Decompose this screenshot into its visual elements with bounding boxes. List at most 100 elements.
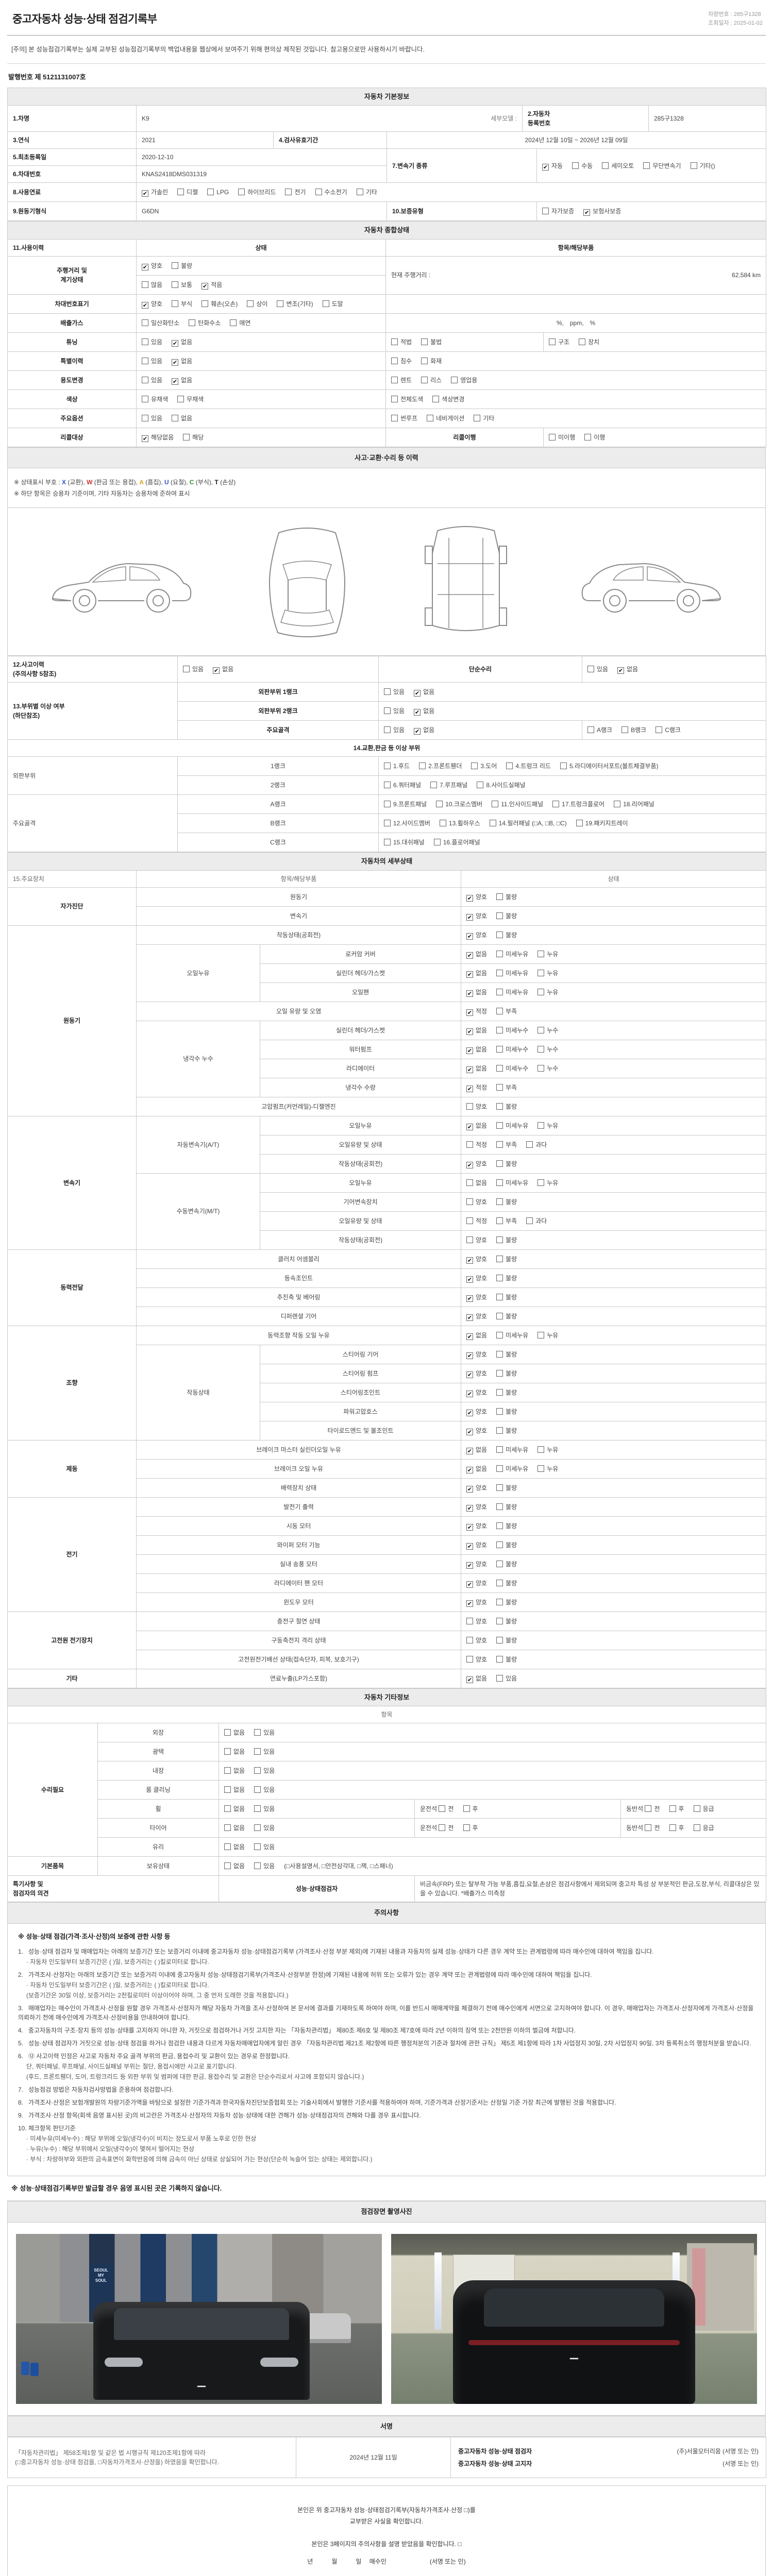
checkbox-option[interactable]: 불량 [496, 1578, 517, 1589]
checkbox-option[interactable]: 12.사이드멤버 [384, 818, 430, 829]
checkbox-option[interactable]: 불량 [496, 1597, 517, 1608]
checkbox-option[interactable]: 14.필러패널 (□A, □B, □C) [489, 818, 567, 829]
checkbox-option[interactable]: ✔ 해당없음 [142, 433, 174, 442]
checkbox-option[interactable]: 영업용 [451, 375, 477, 386]
checkbox-option[interactable]: ✔ 없음 [466, 1674, 488, 1683]
checkbox-option[interactable]: 렌트 [391, 375, 412, 386]
checkbox-option[interactable]: 불량 [496, 1539, 517, 1551]
checkbox-option[interactable]: 전 [645, 1803, 660, 1815]
checkbox-option[interactable]: ✔ 양호 [466, 1579, 488, 1588]
checkbox-option[interactable]: 일산화탄소 [142, 317, 179, 329]
checkbox-option[interactable]: ✔ 양호 [466, 1598, 488, 1607]
checkbox-option[interactable]: 불량 [496, 1311, 517, 1322]
checkbox-option[interactable]: 미세누유 [496, 1177, 528, 1189]
front-photo[interactable]: SEOUL MY SOUL [16, 2233, 382, 2404]
checkbox-option[interactable]: 19.패키지트레이 [576, 818, 628, 829]
checkbox-option[interactable]: ✔ 양호 [466, 1255, 488, 1264]
checkbox-option[interactable]: 불량 [496, 1387, 517, 1398]
checkbox-option[interactable]: 미세누수 [496, 1063, 528, 1074]
checkbox-option[interactable]: 유채색 [142, 394, 168, 405]
checkbox-option[interactable]: ✔ 없음 [414, 726, 435, 735]
checkbox-option[interactable]: 1.후드 [384, 760, 410, 772]
checkbox-option[interactable]: 침수 [391, 355, 412, 367]
checkbox-option[interactable]: ✔ 양호 [466, 1522, 488, 1531]
checkbox-option[interactable]: 누유 [537, 968, 558, 979]
checkbox-option[interactable]: ✔ 없음 [172, 338, 193, 347]
checkbox-option[interactable]: ✔ 양호 [466, 1388, 488, 1397]
checkbox-option[interactable]: ✔ 양호 [466, 893, 488, 902]
checkbox-option[interactable]: ✔ 양호 [466, 1312, 488, 1321]
checkbox-option[interactable]: ✔ 없음 [414, 707, 435, 716]
checkbox-option[interactable]: 도말 [322, 298, 343, 310]
checkbox-option[interactable]: ✔ 없음 [466, 1331, 488, 1340]
checkbox-option[interactable]: 이행 [584, 432, 605, 443]
checkbox-option[interactable]: 수동 [572, 160, 593, 172]
checkbox-option[interactable]: 양호 [466, 1654, 487, 1665]
checkbox-option[interactable]: 불량 [496, 1406, 517, 1417]
checkbox-option[interactable]: ✔ 없음 [466, 1446, 488, 1454]
checkbox-option[interactable]: ✔ 양호 [466, 1484, 488, 1493]
checkbox-option[interactable]: 불법 [421, 336, 442, 348]
checkbox-option[interactable]: 전 [645, 1822, 660, 1834]
checkbox-option[interactable]: 부족 [496, 1139, 517, 1150]
checkbox-option[interactable]: 자가보증 [542, 206, 574, 217]
checkbox-option[interactable]: ✔ 양호 [142, 300, 163, 309]
rear-photo[interactable] [391, 2233, 757, 2404]
checkbox-option[interactable]: ✔ 없음 [466, 988, 488, 997]
checkbox-option[interactable]: 보통 [172, 279, 192, 291]
checkbox-option[interactable]: 없음 [224, 1841, 245, 1853]
checkbox-option[interactable]: 누유 [537, 1463, 558, 1475]
checkbox-option[interactable]: 디젤 [177, 187, 198, 198]
checkbox-option[interactable]: ✔ 적음 [201, 281, 223, 290]
checkbox-option[interactable]: ✔ 없음 [466, 1026, 488, 1035]
checkbox-option[interactable]: 없음 [466, 1177, 487, 1189]
checkbox-option[interactable]: 부족 [496, 1006, 517, 1017]
checkbox-option[interactable]: 누유 [537, 1330, 558, 1341]
checkbox-option[interactable]: 불량 [496, 1558, 517, 1570]
checkbox-option[interactable]: ✔ 적정 [466, 1083, 488, 1092]
checkbox-option[interactable]: 구조 [549, 336, 569, 348]
checkbox-option[interactable]: 13.휠하우스 [439, 818, 480, 829]
checkbox-option[interactable]: 후 [463, 1803, 478, 1815]
checkbox-option[interactable]: 18.리어패널 [614, 799, 654, 810]
checkbox-option[interactable]: 불량 [496, 1482, 517, 1494]
checkbox-option[interactable]: ✔ 없음 [466, 1122, 488, 1130]
checkbox-option[interactable]: 불량 [496, 1196, 517, 1208]
checkbox-option[interactable]: 불량 [496, 891, 517, 903]
checkbox-option[interactable]: 전 [439, 1803, 454, 1815]
checkbox-option[interactable]: ✔ 없음 [466, 1064, 488, 1073]
checkbox-option[interactable]: 무채색 [177, 394, 204, 405]
checkbox-option[interactable]: ✔ 없음 [213, 666, 234, 674]
checkbox-option[interactable]: 2.프론트휀더 [419, 760, 462, 772]
checkbox-option[interactable]: 불량 [496, 1425, 517, 1436]
checkbox-option[interactable]: 하이브리드 [238, 187, 276, 198]
checkbox-option[interactable]: 부족 [496, 1082, 517, 1093]
checkbox-option[interactable]: 없음 [224, 1727, 245, 1738]
checkbox-option[interactable]: 있음 [384, 686, 405, 698]
checkbox-option[interactable]: LPG [207, 187, 229, 198]
checkbox-option[interactable]: 누수 [537, 1063, 558, 1074]
checkbox-option[interactable]: 불량 [496, 1234, 517, 1246]
checkbox-option[interactable]: 미세누유 [496, 1444, 528, 1455]
checkbox-option[interactable]: 있음 [254, 1841, 275, 1853]
checkbox-option[interactable]: 없음 [224, 1803, 245, 1815]
checkbox-option[interactable]: 과다 [526, 1215, 547, 1227]
checkbox-option[interactable]: ✔ 양호 [142, 262, 163, 270]
checkbox-option[interactable]: 미세누유 [496, 968, 528, 979]
checkbox-option[interactable]: 적정 [466, 1215, 487, 1227]
checkbox-option[interactable]: 세미오토 [602, 160, 634, 172]
checkbox-option[interactable]: 없음 [224, 1860, 245, 1872]
checkbox-option[interactable]: 불량 [172, 260, 192, 272]
checkbox-option[interactable]: 11.인사이드패널 [492, 799, 543, 810]
checkbox-option[interactable]: ✔ 양호 [466, 1293, 488, 1302]
checkbox-option[interactable]: 화재 [421, 355, 442, 367]
checkbox-option[interactable]: 변조(기타) [277, 298, 313, 310]
checkbox-option[interactable]: 있음 [142, 355, 162, 367]
checkbox-option[interactable]: 후 [669, 1803, 684, 1815]
checkbox-option[interactable]: 미이행 [549, 432, 575, 443]
checkbox-option[interactable]: 네비게이션 [427, 413, 464, 424]
checkbox-option[interactable]: 미세누유 [496, 1120, 528, 1131]
checkbox-option[interactable]: 불량 [496, 1253, 517, 1265]
checkbox-option[interactable]: 불량 [496, 1501, 517, 1513]
checkbox-option[interactable]: 5.라디에이터서포트(볼트체결부품) [560, 760, 659, 772]
